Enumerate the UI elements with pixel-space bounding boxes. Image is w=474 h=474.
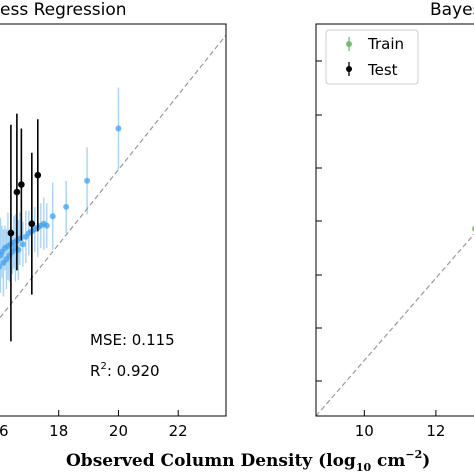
legend: Train Test (325, 29, 419, 85)
train-point (49, 213, 56, 220)
right-x-tick-label: 12 (426, 422, 445, 440)
left-x-tick-label: 18 (49, 422, 68, 440)
left-x-axis: 16 18 20 22 (0, 410, 188, 440)
train-point (63, 203, 70, 210)
test-point (28, 220, 36, 228)
left-panel-title: ess Regression (0, 0, 127, 20)
test-point (18, 181, 25, 188)
right-panel: Bayes 10 12 Train Test (315, 0, 474, 440)
test-point (13, 188, 21, 196)
train-point (19, 241, 26, 248)
test-point (34, 171, 42, 179)
r2-annotation: R2: 0.920 (90, 361, 160, 380)
left-plot-area (0, 34, 227, 342)
right-plot-area (315, 225, 474, 417)
legend-test-label: Test (367, 61, 398, 79)
legend-test-marker (346, 62, 352, 76)
right-panel-title: Bayes (430, 0, 474, 20)
train-point (43, 222, 50, 229)
right-axes-ticks: 10 12 (316, 60, 445, 440)
xlabel-close: ) (422, 451, 430, 471)
legend-train-marker (346, 37, 352, 51)
r2-superscript: 2 (100, 361, 106, 372)
train-point (0, 263, 2, 270)
left-panel: ess Regression 16 18 20 22 MSE: 0.115 R2: 0… (0, 0, 227, 440)
train-point (84, 177, 91, 184)
xlabel-main: Observed Column Density (log (66, 451, 356, 471)
xlabel-subscript: 10 (356, 461, 372, 474)
right-reference-line (315, 233, 474, 417)
shared-x-axis-label: Observed Column Density (log10 cm−2) (66, 448, 430, 474)
left-x-tick-label: 20 (109, 422, 128, 440)
left-x-tick-label: 16 (0, 422, 9, 440)
xlabel-superscript: −2 (405, 448, 422, 461)
left-x-tick-label: 22 (169, 422, 188, 440)
left-reference-line (0, 34, 227, 319)
r2-symbol: R (90, 362, 100, 380)
right-x-tick-label: 10 (355, 422, 374, 440)
legend-train-label: Train (367, 35, 404, 53)
r2-value: : 0.920 (107, 362, 160, 380)
mse-annotation: MSE: 0.115 (90, 331, 175, 349)
test-point (7, 229, 15, 237)
train-point (115, 125, 122, 132)
right-axes-frame (315, 23, 474, 417)
left-axes-frame (0, 23, 227, 417)
xlabel-unit: cm (371, 451, 405, 471)
